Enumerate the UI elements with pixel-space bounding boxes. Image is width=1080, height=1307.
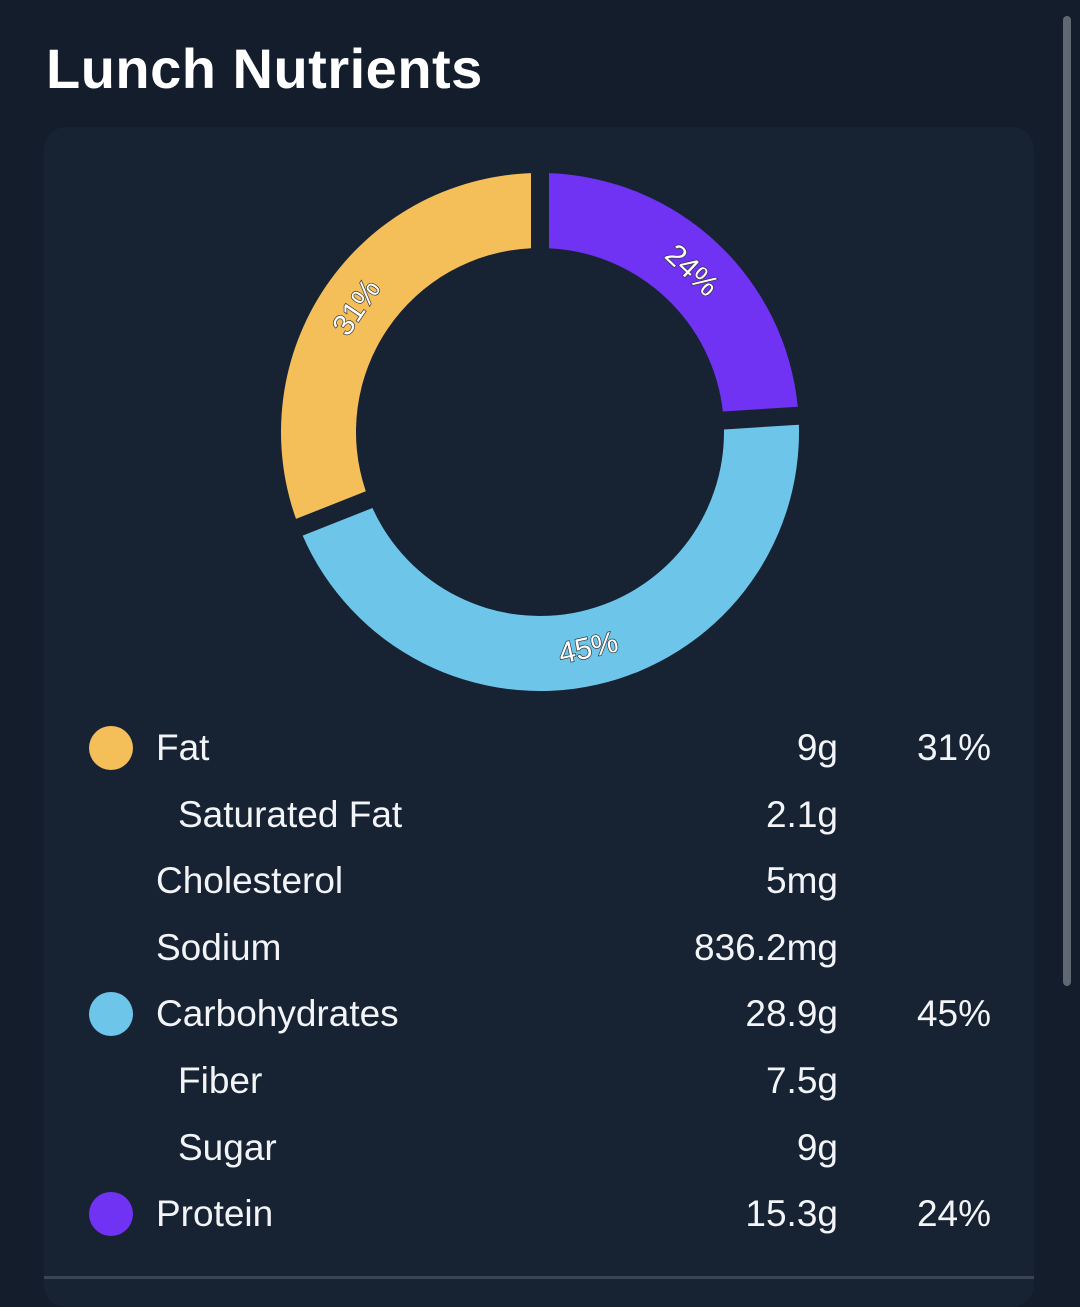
donut-segment-protein <box>548 173 798 412</box>
nutrient-row: Cholesterol 5mg <box>44 848 1034 914</box>
nutrient-row: Fat 9g 31% <box>44 715 1034 781</box>
page-title: Lunch Nutrients <box>46 37 483 100</box>
nutrient-amount: 836.2mg <box>694 927 838 968</box>
divider <box>44 1276 1034 1279</box>
nutrient-name: Saturated Fat <box>178 794 403 835</box>
nutrient-amount: 9g <box>796 727 838 768</box>
donut-segment-fat <box>280 173 532 519</box>
nutrient-amount: 28.9g <box>745 993 838 1034</box>
nutrient-amount: 7.5g <box>765 1060 838 1101</box>
nutrient-name: Protein <box>156 1193 274 1234</box>
nutrient-name: Sodium <box>156 927 282 968</box>
nutrient-row: Sodium 836.2mg <box>44 915 1034 981</box>
legend-dot <box>89 726 133 770</box>
nutrient-percent: 31% <box>916 727 991 768</box>
nutrient-percent: 45% <box>916 993 991 1034</box>
nutrients-card <box>44 127 1034 1307</box>
legend-dot <box>89 992 133 1036</box>
nutrient-amount: 2.1g <box>765 794 838 835</box>
nutrient-name: Sugar <box>178 1127 277 1168</box>
nutrient-amount: 9g <box>796 1127 838 1168</box>
legend-dot <box>89 1192 133 1236</box>
nutrient-donut-chart: 24%45%31% <box>280 173 799 691</box>
nutrient-row: Fiber 7.5g <box>44 1048 1034 1114</box>
nutrient-row: Carbohydrates 28.9g 45% <box>44 981 1034 1047</box>
scrollbar[interactable] <box>1063 16 1071 986</box>
donut-segment-carbohydrates <box>302 424 799 691</box>
nutrient-name: Cholesterol <box>156 860 344 901</box>
nutrient-name: Carbohydrates <box>156 993 399 1034</box>
nutrient-amount: 5mg <box>766 860 838 901</box>
nutrient-row: Saturated Fat 2.1g <box>44 782 1034 848</box>
nutrient-name: Fat <box>156 727 210 768</box>
nutrient-percent: 24% <box>916 1193 991 1234</box>
nutrient-name: Fiber <box>178 1060 263 1101</box>
nutrient-row: Sugar 9g <box>44 1115 1034 1181</box>
nutrient-amount: 15.3g <box>745 1193 838 1234</box>
nutrient-row: Protein 15.3g 24% <box>44 1181 1034 1247</box>
